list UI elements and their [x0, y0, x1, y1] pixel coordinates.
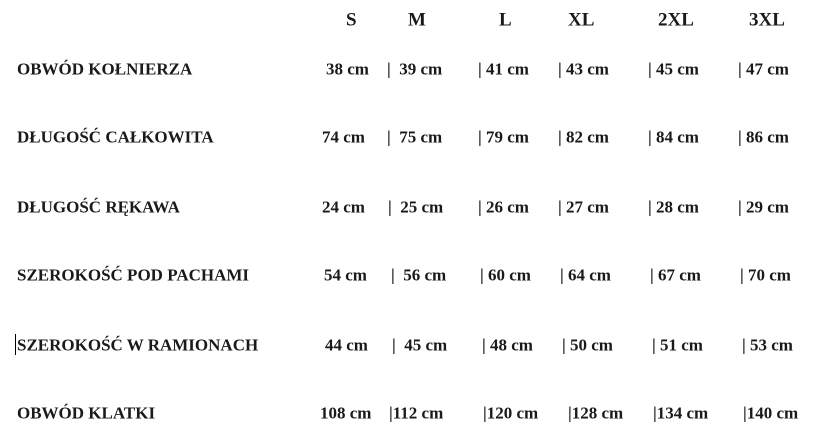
measurement-cell: | 47 cm: [738, 59, 789, 79]
measurement-cell: | 45 cm: [648, 59, 699, 79]
measurement-cell: | 27 cm: [558, 197, 609, 217]
measurement-cell: |120 cm: [483, 403, 539, 423]
row-label: OBWÓD KOŁNIERZA: [17, 59, 193, 79]
measurement-cell: | 75 cm: [387, 127, 443, 147]
measurement-cell: 54 cm: [324, 265, 367, 285]
measurement-cell: | 25 cm: [388, 197, 444, 217]
measurement-cell: | 82 cm: [558, 127, 609, 147]
size-header-3xl: 3XL: [749, 9, 785, 31]
measurement-cell: | 28 cm: [648, 197, 699, 217]
measurement-cell: | 43 cm: [558, 59, 609, 79]
measurement-cell: | 39 cm: [387, 59, 443, 79]
size-header-2xl: 2XL: [658, 9, 694, 31]
measurement-cell: | 67 cm: [650, 265, 701, 285]
measurement-cell: | 26 cm: [478, 197, 529, 217]
measurement-cell: | 41 cm: [478, 59, 529, 79]
measurement-cell: |128 cm: [568, 403, 624, 423]
measurement-cell: | 51 cm: [652, 335, 703, 355]
size-header-m: M: [408, 9, 426, 31]
row-label: DŁUGOŚĆ CAŁKOWITA: [17, 127, 214, 147]
measurement-cell: 108 cm: [320, 403, 372, 423]
measurement-cell: 24 cm: [322, 197, 365, 217]
measurement-cell: | 86 cm: [738, 127, 789, 147]
measurement-cell: | 79 cm: [478, 127, 529, 147]
measurement-cell: |134 cm: [653, 403, 709, 423]
measurement-cell: | 50 cm: [562, 335, 613, 355]
size-header-s: S: [346, 9, 357, 31]
measurement-cell: | 48 cm: [482, 335, 533, 355]
measurement-cell: | 56 cm: [391, 265, 447, 285]
measurement-cell: | 84 cm: [648, 127, 699, 147]
measurement-cell: |140 cm: [743, 403, 799, 423]
measurement-cell: | 64 cm: [560, 265, 611, 285]
measurement-cell: | 70 cm: [740, 265, 791, 285]
row-label: SZEROKOŚĆ POD PACHAMI: [17, 265, 250, 285]
row-label: SZEROKOŚĆ W RAMIONACH: [17, 335, 259, 355]
measurement-cell: | 53 cm: [742, 335, 793, 355]
size-header-xl: XL: [568, 9, 595, 31]
measurement-cell: | 45 cm: [392, 335, 448, 355]
measurement-cell: | 29 cm: [738, 197, 789, 217]
measurement-cell: | 60 cm: [480, 265, 531, 285]
size-header-l: L: [499, 9, 512, 31]
text-cursor: [15, 334, 16, 355]
measurement-cell: 38 cm: [326, 59, 369, 79]
row-label: OBWÓD KLATKI: [17, 403, 156, 423]
measurement-cell: 74 cm: [322, 127, 365, 147]
row-label: DŁUGOŚĆ RĘKAWA: [17, 197, 180, 217]
measurement-cell: 44 cm: [325, 335, 368, 355]
measurement-cell: |112 cm: [389, 403, 444, 423]
